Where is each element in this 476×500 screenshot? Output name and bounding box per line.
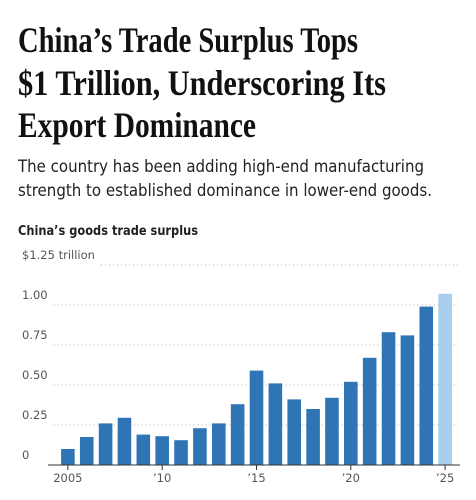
bar xyxy=(98,423,113,465)
x-tick-label: ’15 xyxy=(247,471,265,485)
y-tick-label: 0 xyxy=(22,448,29,462)
headline: Export Dominance xyxy=(18,105,256,145)
bar xyxy=(287,399,302,465)
y-tick-label: $1.25 trillion xyxy=(22,248,95,262)
y-tick-label: 1.00 xyxy=(22,288,48,302)
bar xyxy=(325,397,339,465)
bar xyxy=(79,437,94,465)
bar xyxy=(174,440,188,465)
y-tick-label: 0.75 xyxy=(22,328,48,342)
bar xyxy=(362,357,377,465)
dek: strength to established dominance in low… xyxy=(18,181,432,201)
bar xyxy=(306,409,320,465)
x-tick-label: ’25 xyxy=(436,471,454,485)
bar xyxy=(193,428,207,465)
bar xyxy=(419,306,434,465)
x-tick-label: ’20 xyxy=(342,471,360,485)
x-tick-label: ’10 xyxy=(153,471,171,485)
bar xyxy=(381,332,396,465)
bar xyxy=(230,404,245,465)
bar xyxy=(61,449,75,465)
bar xyxy=(211,423,226,465)
headline: $1 Trillion, Underscoring Its xyxy=(18,63,386,103)
bar xyxy=(249,370,264,465)
bar xyxy=(268,383,283,465)
x-tick-label: 2005 xyxy=(53,471,82,485)
bar xyxy=(400,335,415,465)
bar xyxy=(155,436,169,465)
bar xyxy=(117,417,132,465)
y-tick-label: 0.25 xyxy=(22,408,48,422)
chart-title: China’s goods trade surplus xyxy=(18,223,198,239)
headline: China’s Trade Surplus Tops xyxy=(18,20,358,60)
y-tick-label: 0.50 xyxy=(22,368,48,382)
dek: The country has been adding high-end man… xyxy=(17,157,424,177)
bar xyxy=(438,293,452,465)
bar xyxy=(136,434,151,465)
bar xyxy=(344,381,358,465)
